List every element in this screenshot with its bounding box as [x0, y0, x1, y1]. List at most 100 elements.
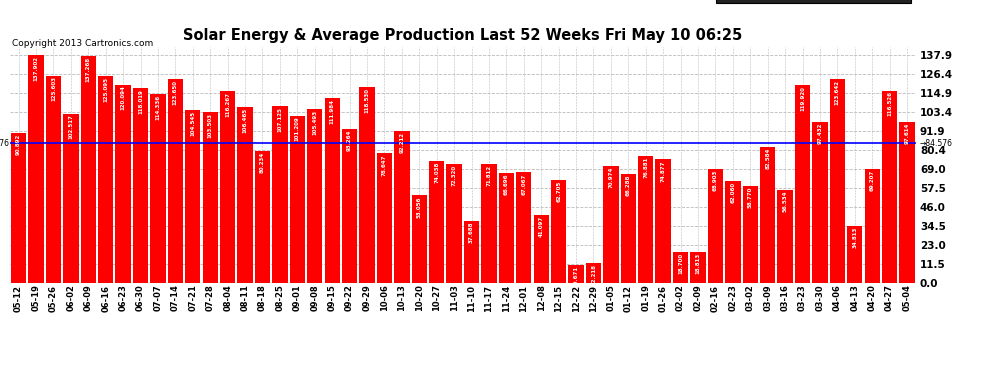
Text: 41.097: 41.097	[539, 216, 544, 237]
Bar	[220, 91, 236, 283]
Text: →84.576: →84.576	[920, 139, 952, 148]
Text: 53.056: 53.056	[417, 196, 422, 217]
Text: 137.902: 137.902	[34, 56, 39, 81]
Text: 69.207: 69.207	[869, 170, 875, 191]
Bar	[412, 195, 427, 283]
Bar	[621, 174, 636, 283]
Text: 123.650: 123.650	[173, 80, 178, 105]
Text: 72.320: 72.320	[451, 165, 456, 186]
Text: ←84.576: ←84.576	[0, 139, 10, 148]
Bar	[551, 180, 566, 283]
Bar	[655, 159, 671, 283]
Bar	[63, 114, 78, 283]
Text: 103.503: 103.503	[208, 113, 213, 138]
Bar	[325, 98, 340, 283]
Text: 106.465: 106.465	[243, 108, 248, 133]
Bar	[830, 79, 845, 283]
Bar	[254, 151, 270, 283]
Bar	[11, 133, 27, 283]
Text: 10.671: 10.671	[573, 266, 578, 288]
Bar	[185, 110, 201, 283]
Text: 12.218: 12.218	[591, 264, 596, 285]
Bar	[98, 76, 114, 283]
Text: 119.920: 119.920	[800, 86, 805, 111]
Bar	[639, 156, 653, 283]
Text: 125.603: 125.603	[50, 76, 56, 102]
Bar	[342, 129, 357, 283]
Text: 111.984: 111.984	[330, 99, 335, 124]
Text: 97.614: 97.614	[905, 123, 910, 144]
Bar	[690, 252, 706, 283]
Text: 107.125: 107.125	[277, 107, 282, 132]
Bar	[568, 266, 584, 283]
Bar	[377, 153, 392, 283]
Bar	[882, 91, 897, 283]
Bar	[812, 122, 828, 283]
Title: Solar Energy & Average Production Last 52 Weeks Fri May 10 06:25: Solar Energy & Average Production Last 5…	[183, 28, 742, 43]
Text: 123.642: 123.642	[835, 80, 840, 105]
Text: 66.696: 66.696	[504, 174, 509, 195]
Bar	[167, 79, 183, 283]
Text: 74.038: 74.038	[435, 162, 440, 183]
Text: 97.432: 97.432	[818, 123, 823, 144]
Text: 90.892: 90.892	[16, 134, 21, 155]
Text: 68.903: 68.903	[713, 170, 718, 192]
Text: 120.094: 120.094	[121, 86, 126, 110]
Text: Copyright 2013 Cartronics.com: Copyright 2013 Cartronics.com	[12, 39, 153, 48]
Bar	[742, 186, 758, 283]
Bar	[203, 112, 218, 283]
Text: 118.019: 118.019	[138, 89, 143, 114]
Text: 18.813: 18.813	[696, 253, 701, 274]
Bar	[29, 55, 44, 283]
Bar	[272, 106, 287, 283]
Bar	[725, 181, 741, 283]
Bar	[603, 166, 619, 283]
Bar	[795, 85, 810, 283]
Text: 92.212: 92.212	[399, 132, 404, 153]
Bar	[673, 252, 688, 283]
Bar	[708, 169, 723, 283]
Bar	[116, 85, 131, 283]
Text: 37.688: 37.688	[469, 222, 474, 243]
Bar	[290, 116, 305, 283]
Bar	[429, 161, 445, 283]
Bar	[80, 56, 96, 283]
Bar	[760, 147, 775, 283]
Text: 76.881: 76.881	[644, 157, 648, 178]
Bar	[586, 263, 601, 283]
Bar	[534, 215, 548, 283]
Bar	[307, 109, 323, 283]
Bar	[899, 122, 915, 283]
Text: 66.288: 66.288	[626, 174, 631, 196]
Text: 58.770: 58.770	[747, 187, 752, 208]
Bar	[499, 173, 514, 283]
Text: 56.534: 56.534	[783, 190, 788, 212]
Bar	[46, 76, 61, 283]
Text: 62.705: 62.705	[556, 180, 561, 202]
Bar	[394, 131, 410, 283]
Text: 78.647: 78.647	[382, 154, 387, 176]
Text: 70.974: 70.974	[609, 167, 614, 188]
Text: 101.209: 101.209	[295, 117, 300, 141]
Bar	[481, 165, 497, 283]
Bar	[464, 221, 479, 283]
Text: 118.530: 118.530	[364, 88, 369, 113]
Text: 116.267: 116.267	[225, 92, 230, 117]
Text: 74.877: 74.877	[660, 160, 665, 182]
Bar	[516, 172, 532, 283]
Text: 116.526: 116.526	[887, 92, 892, 117]
Bar	[359, 87, 374, 283]
Bar	[238, 107, 252, 283]
Text: 102.517: 102.517	[68, 115, 73, 140]
Text: 18.700: 18.700	[678, 253, 683, 274]
Text: 82.584: 82.584	[765, 147, 770, 169]
Text: 105.493: 105.493	[312, 110, 317, 135]
Text: 80.234: 80.234	[260, 152, 265, 172]
Text: 125.095: 125.095	[103, 77, 108, 102]
Text: 62.060: 62.060	[731, 182, 736, 203]
Bar	[864, 169, 880, 283]
Bar	[777, 190, 793, 283]
Text: 34.813: 34.813	[852, 226, 857, 248]
Bar	[847, 226, 862, 283]
Bar	[446, 164, 461, 283]
